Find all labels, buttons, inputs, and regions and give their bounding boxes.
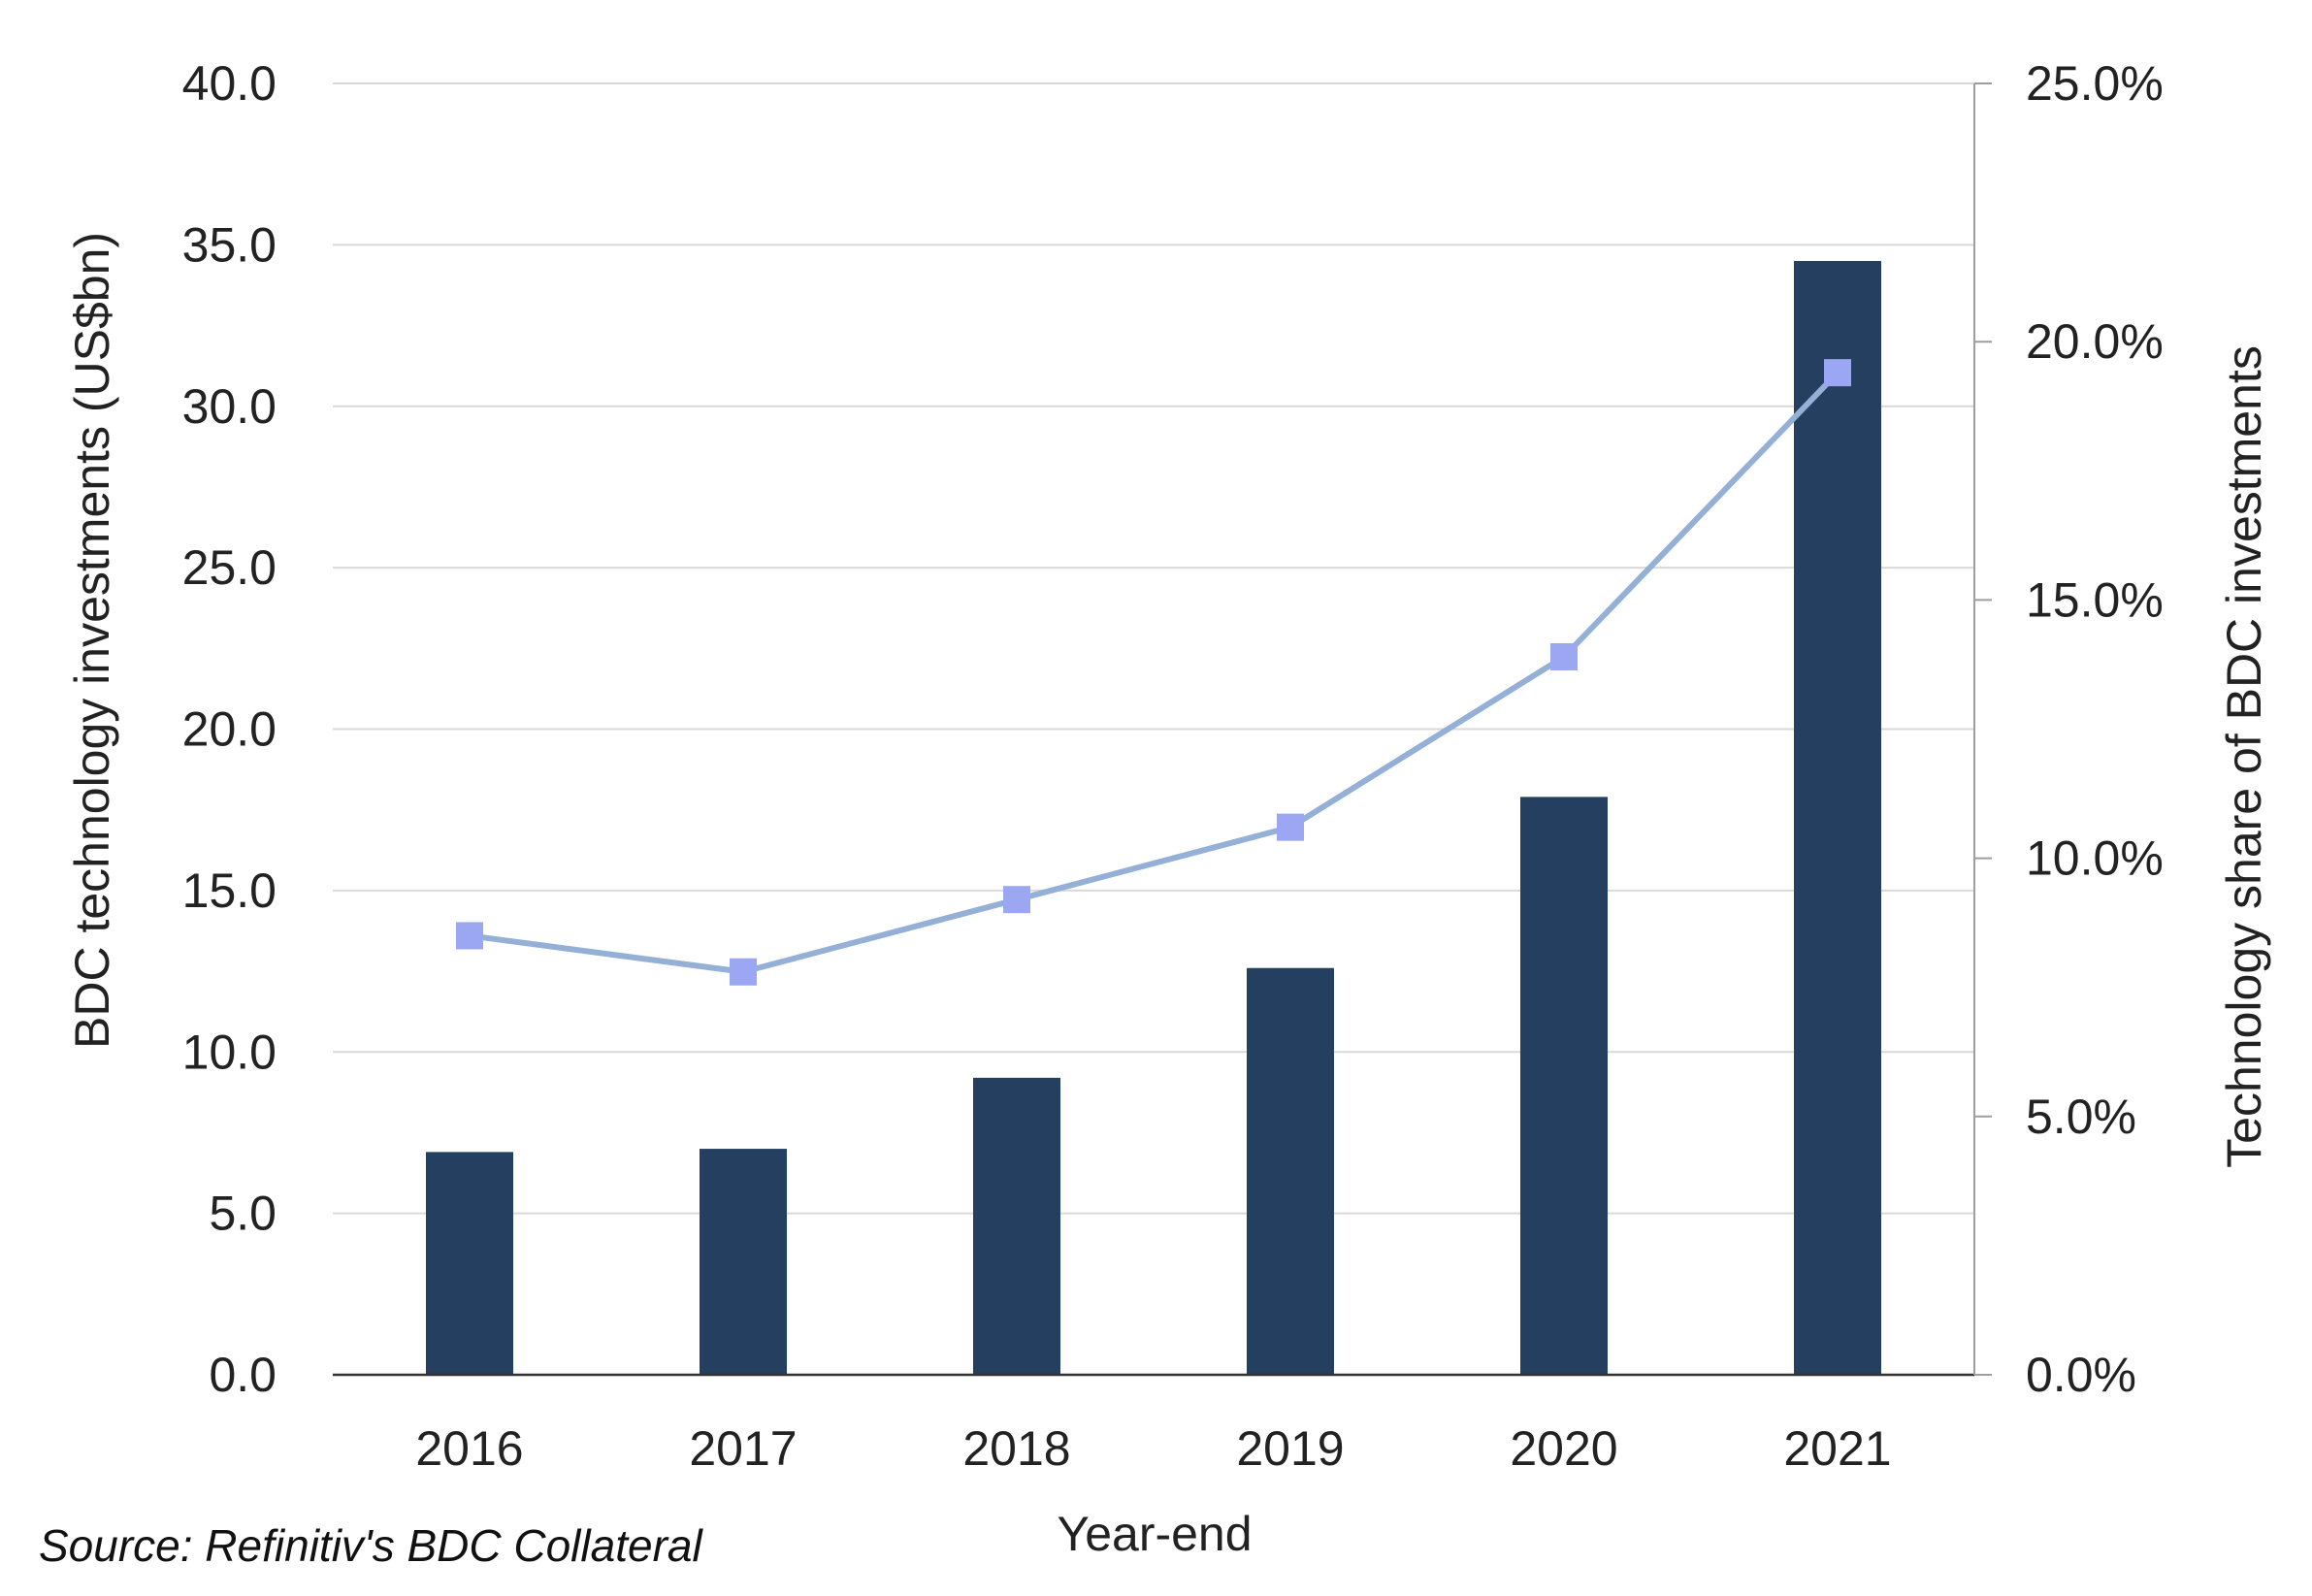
source-note: Source: Refinitiv's BDC Collateral <box>39 1520 702 1571</box>
axes <box>333 82 1992 1377</box>
y-axis-title-left: BDC technology investments (US$bn) <box>65 232 119 1049</box>
x-tick-label: 2016 <box>415 1421 523 1476</box>
y-tick-label-right: 10.0% <box>2026 831 2164 886</box>
y-tick-label-right: 25.0% <box>2026 56 2164 111</box>
bar <box>973 1077 1060 1375</box>
x-tick-label: 2021 <box>1783 1421 1891 1476</box>
line-marker <box>730 958 757 986</box>
y-tick-label-right: 20.0% <box>2026 314 2164 369</box>
line-marker <box>1003 886 1030 914</box>
x-tick-label: 2018 <box>962 1421 1070 1476</box>
line-marker <box>1277 813 1304 841</box>
y-tick-label-left: 35.0 <box>182 217 277 272</box>
y-axis-title-right: Technology share of BDC investments <box>2217 345 2271 1168</box>
line-marker <box>1550 642 1578 670</box>
bar-series <box>426 261 1881 1376</box>
y-tick-label-left: 25.0 <box>182 540 277 595</box>
tick-labels: 0.0 5.0 10.0 15.0 20.0 25.0 30.0 35.0 40.0 0.0% 5.… <box>182 56 2164 1476</box>
y-tick-label-right: 5.0% <box>2026 1090 2136 1144</box>
y-tick-label-left: 0.0 <box>209 1348 277 1402</box>
bar <box>1520 797 1608 1375</box>
y-tick-label-left: 20.0 <box>182 702 277 757</box>
bar <box>1794 261 1881 1376</box>
y-tick-label-left: 30.0 <box>182 379 277 434</box>
y-tick-label-left: 40.0 <box>182 56 277 111</box>
y-tick-label-left: 15.0 <box>182 863 277 918</box>
line-marker <box>1824 359 1851 387</box>
x-tick-label: 2017 <box>689 1421 797 1476</box>
x-tick-label: 2020 <box>1510 1421 1617 1476</box>
y-tick-label-right: 0.0% <box>2026 1348 2136 1402</box>
gridlines <box>333 82 1974 1215</box>
series-line <box>469 371 1840 975</box>
bar <box>426 1152 513 1375</box>
y-tick-label-left: 10.0 <box>182 1025 277 1079</box>
y-tick-label-right: 15.0% <box>2026 572 2164 627</box>
line-series <box>456 359 1851 986</box>
x-axis-title: Year-end <box>1057 1507 1252 1561</box>
x-tick-label: 2019 <box>1236 1421 1344 1476</box>
y-tick-label-left: 5.0 <box>209 1187 277 1241</box>
bar <box>1247 967 1334 1375</box>
bar <box>700 1149 787 1375</box>
line-marker <box>456 922 483 950</box>
